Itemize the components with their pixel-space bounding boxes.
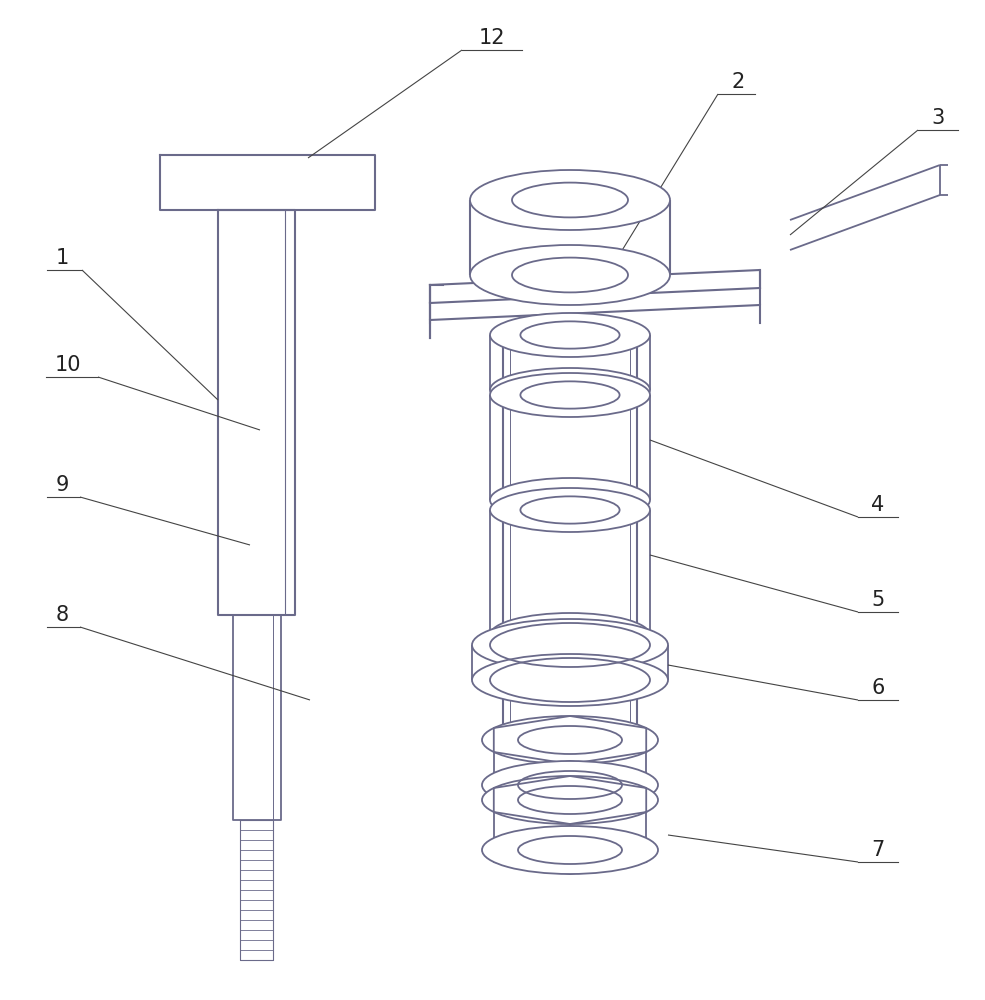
Ellipse shape <box>470 170 670 230</box>
Ellipse shape <box>482 716 658 764</box>
Text: 8: 8 <box>55 605 69 625</box>
Text: 2: 2 <box>732 72 745 92</box>
Ellipse shape <box>512 183 628 217</box>
Ellipse shape <box>472 619 668 671</box>
Text: 4: 4 <box>872 495 885 515</box>
Text: 7: 7 <box>872 840 885 860</box>
Ellipse shape <box>490 488 650 532</box>
Ellipse shape <box>482 761 658 809</box>
Text: 1: 1 <box>55 248 69 268</box>
Ellipse shape <box>490 373 650 417</box>
Text: 10: 10 <box>55 355 81 375</box>
Text: 3: 3 <box>932 108 945 128</box>
Text: 6: 6 <box>872 678 885 698</box>
Ellipse shape <box>482 776 658 824</box>
Ellipse shape <box>482 826 658 874</box>
Text: 12: 12 <box>479 28 505 48</box>
Ellipse shape <box>490 613 650 657</box>
Ellipse shape <box>490 313 650 357</box>
Text: 5: 5 <box>872 590 885 610</box>
Ellipse shape <box>470 245 670 305</box>
Ellipse shape <box>490 368 650 412</box>
Ellipse shape <box>490 478 650 522</box>
Ellipse shape <box>512 258 628 292</box>
Ellipse shape <box>472 654 668 706</box>
Text: 9: 9 <box>55 475 69 495</box>
